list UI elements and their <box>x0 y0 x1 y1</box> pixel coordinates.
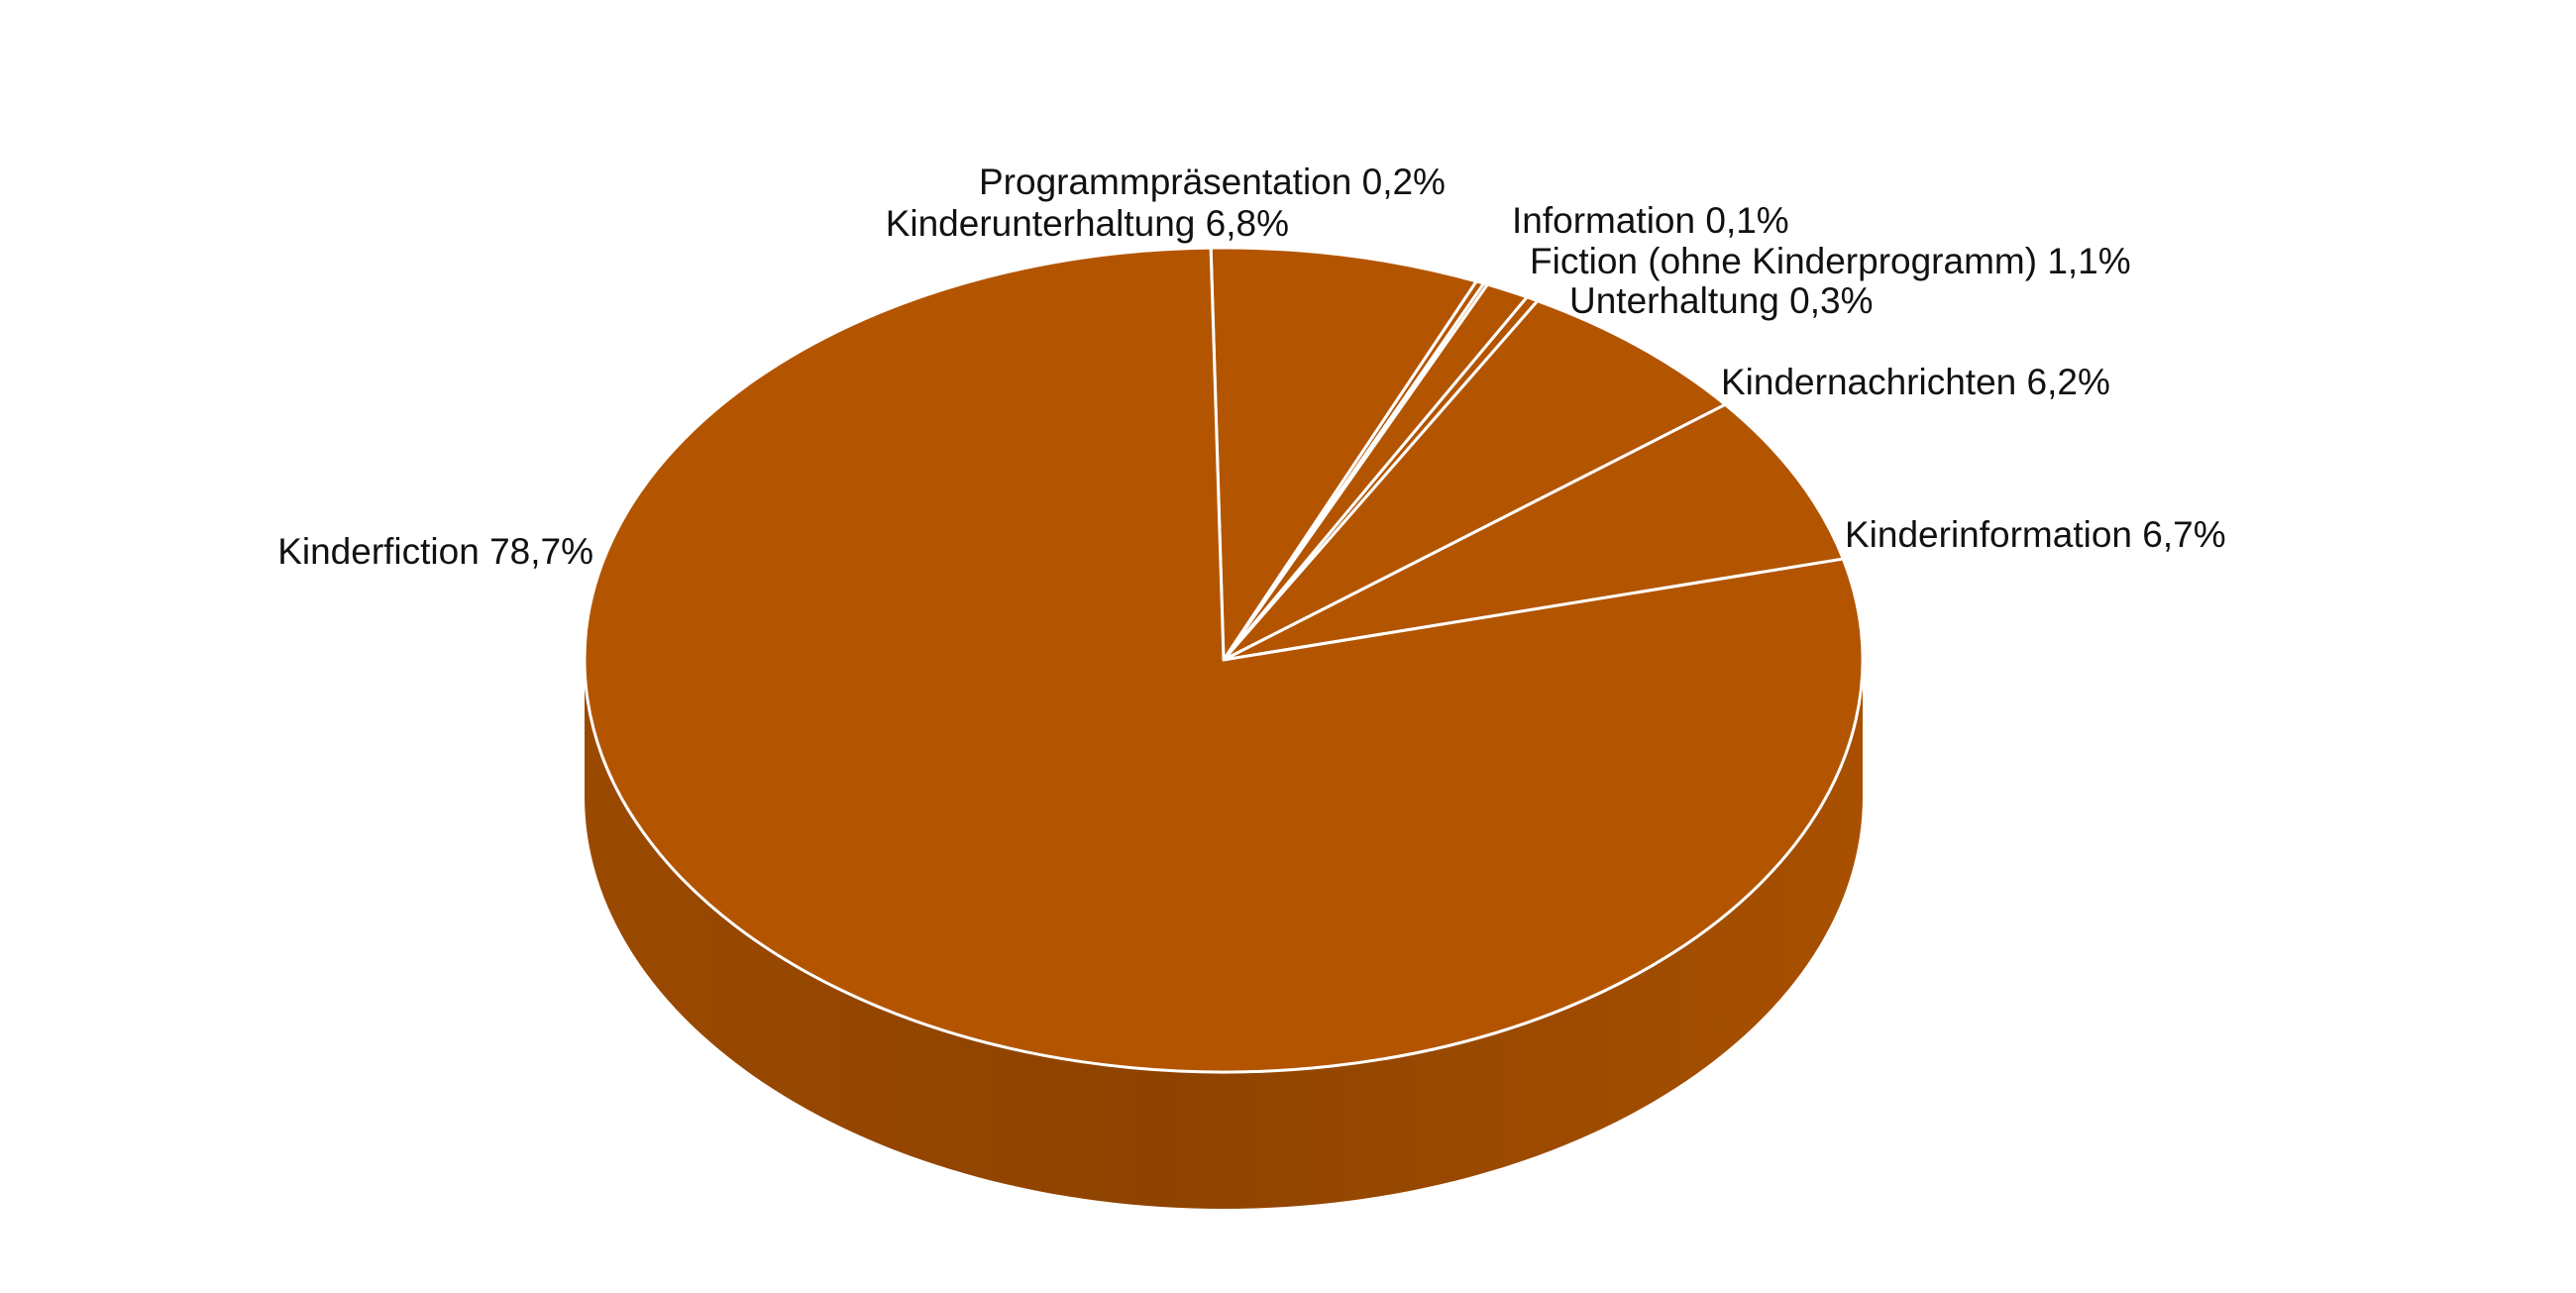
slice-name: Kinderunterhaltung <box>886 203 1196 244</box>
slice-value: 0,2% <box>1362 162 1446 202</box>
slice-name: Fiction (ohne Kinderprogramm) <box>1530 241 2037 281</box>
slice-label: Kinderfiction 78,7% <box>277 531 593 572</box>
slice-value: 78,7% <box>489 531 593 572</box>
slice-name: Kinderfiction <box>277 531 480 572</box>
slice-name: Kindernachrichten <box>1721 362 2016 402</box>
slice-value: 0,3% <box>1789 280 1873 321</box>
slice-value: 6,8% <box>1206 203 1289 244</box>
slice-name: Information <box>1512 200 1695 241</box>
slice-label: Kinderinformation 6,7% <box>1845 514 2226 555</box>
slice-value: 6,2% <box>2027 362 2110 402</box>
slice-value: 6,7% <box>2142 514 2225 555</box>
pie-slice <box>1222 402 1845 662</box>
slice-label: Programmpräsentation 0,2% <box>979 162 1446 202</box>
slice-label: Unterhaltung 0,3% <box>1569 280 1874 321</box>
slice-label: Fiction (ohne Kinderprogramm) 1,1% <box>1530 241 2131 281</box>
pie-slice <box>1209 246 1478 662</box>
slice-name: Unterhaltung <box>1569 280 1779 321</box>
slice-value: 1,1% <box>2047 241 2130 281</box>
slice-label: Kinderunterhaltung 6,8% <box>886 203 1289 244</box>
slice-name: Programmpräsentation <box>979 162 1351 202</box>
pie-slice <box>1222 299 1727 662</box>
slice-label: Kindernachrichten 6,2% <box>1721 362 2110 402</box>
pie-side <box>585 660 1863 1209</box>
pie-slice <box>583 246 1865 1074</box>
slice-value: 0,1% <box>1705 200 1788 241</box>
slice-label: Information 0,1% <box>1512 200 1789 241</box>
slice-name: Kinderinformation <box>1845 514 2132 555</box>
